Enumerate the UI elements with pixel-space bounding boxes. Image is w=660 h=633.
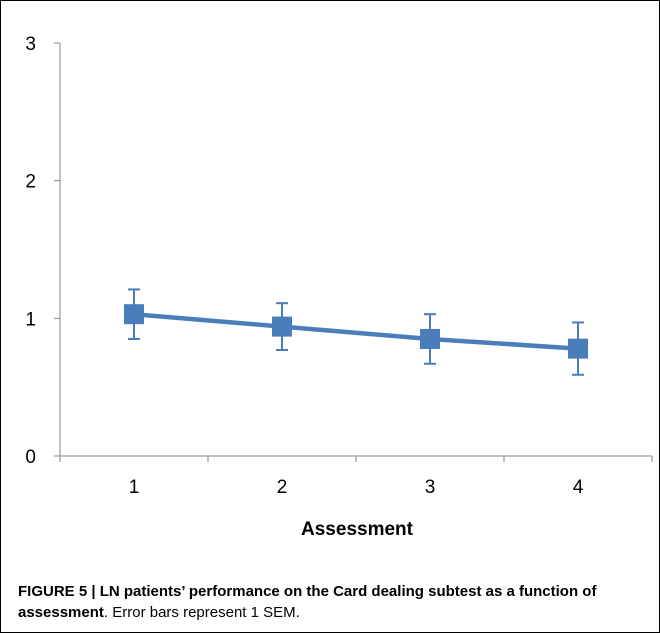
line-chart: 0 1 2 3 1 2 3 4 Assessment — [25, 34, 653, 540]
x-tick-label: 1 — [129, 477, 140, 498]
y-tick-label: 2 — [25, 172, 36, 193]
y-tick-label: 1 — [25, 309, 36, 330]
caption-bold: FIGURE 5 | LN patients’ performance on t… — [18, 583, 597, 621]
data-point-marker — [124, 304, 144, 325]
x-axis: 1 2 3 4 — [59, 455, 653, 498]
y-tick-label: 3 — [25, 34, 36, 55]
data-point-marker — [272, 316, 292, 337]
data-point-marker — [568, 338, 588, 359]
x-tick-label: 3 — [425, 477, 436, 498]
x-axis-title: Assessment — [301, 519, 414, 540]
x-tick-label: 4 — [573, 477, 584, 498]
y-axis: 0 1 2 3 — [25, 34, 61, 468]
series — [124, 288, 588, 376]
series-line — [133, 311, 579, 351]
caption-text: . Error bars represent 1 SEM. — [103, 604, 300, 621]
y-tick-label: 0 — [25, 447, 36, 468]
x-tick-label: 2 — [277, 477, 288, 498]
data-point-marker — [420, 328, 440, 349]
figure-caption: FIGURE 5 | LN patients’ performance on t… — [18, 581, 648, 623]
